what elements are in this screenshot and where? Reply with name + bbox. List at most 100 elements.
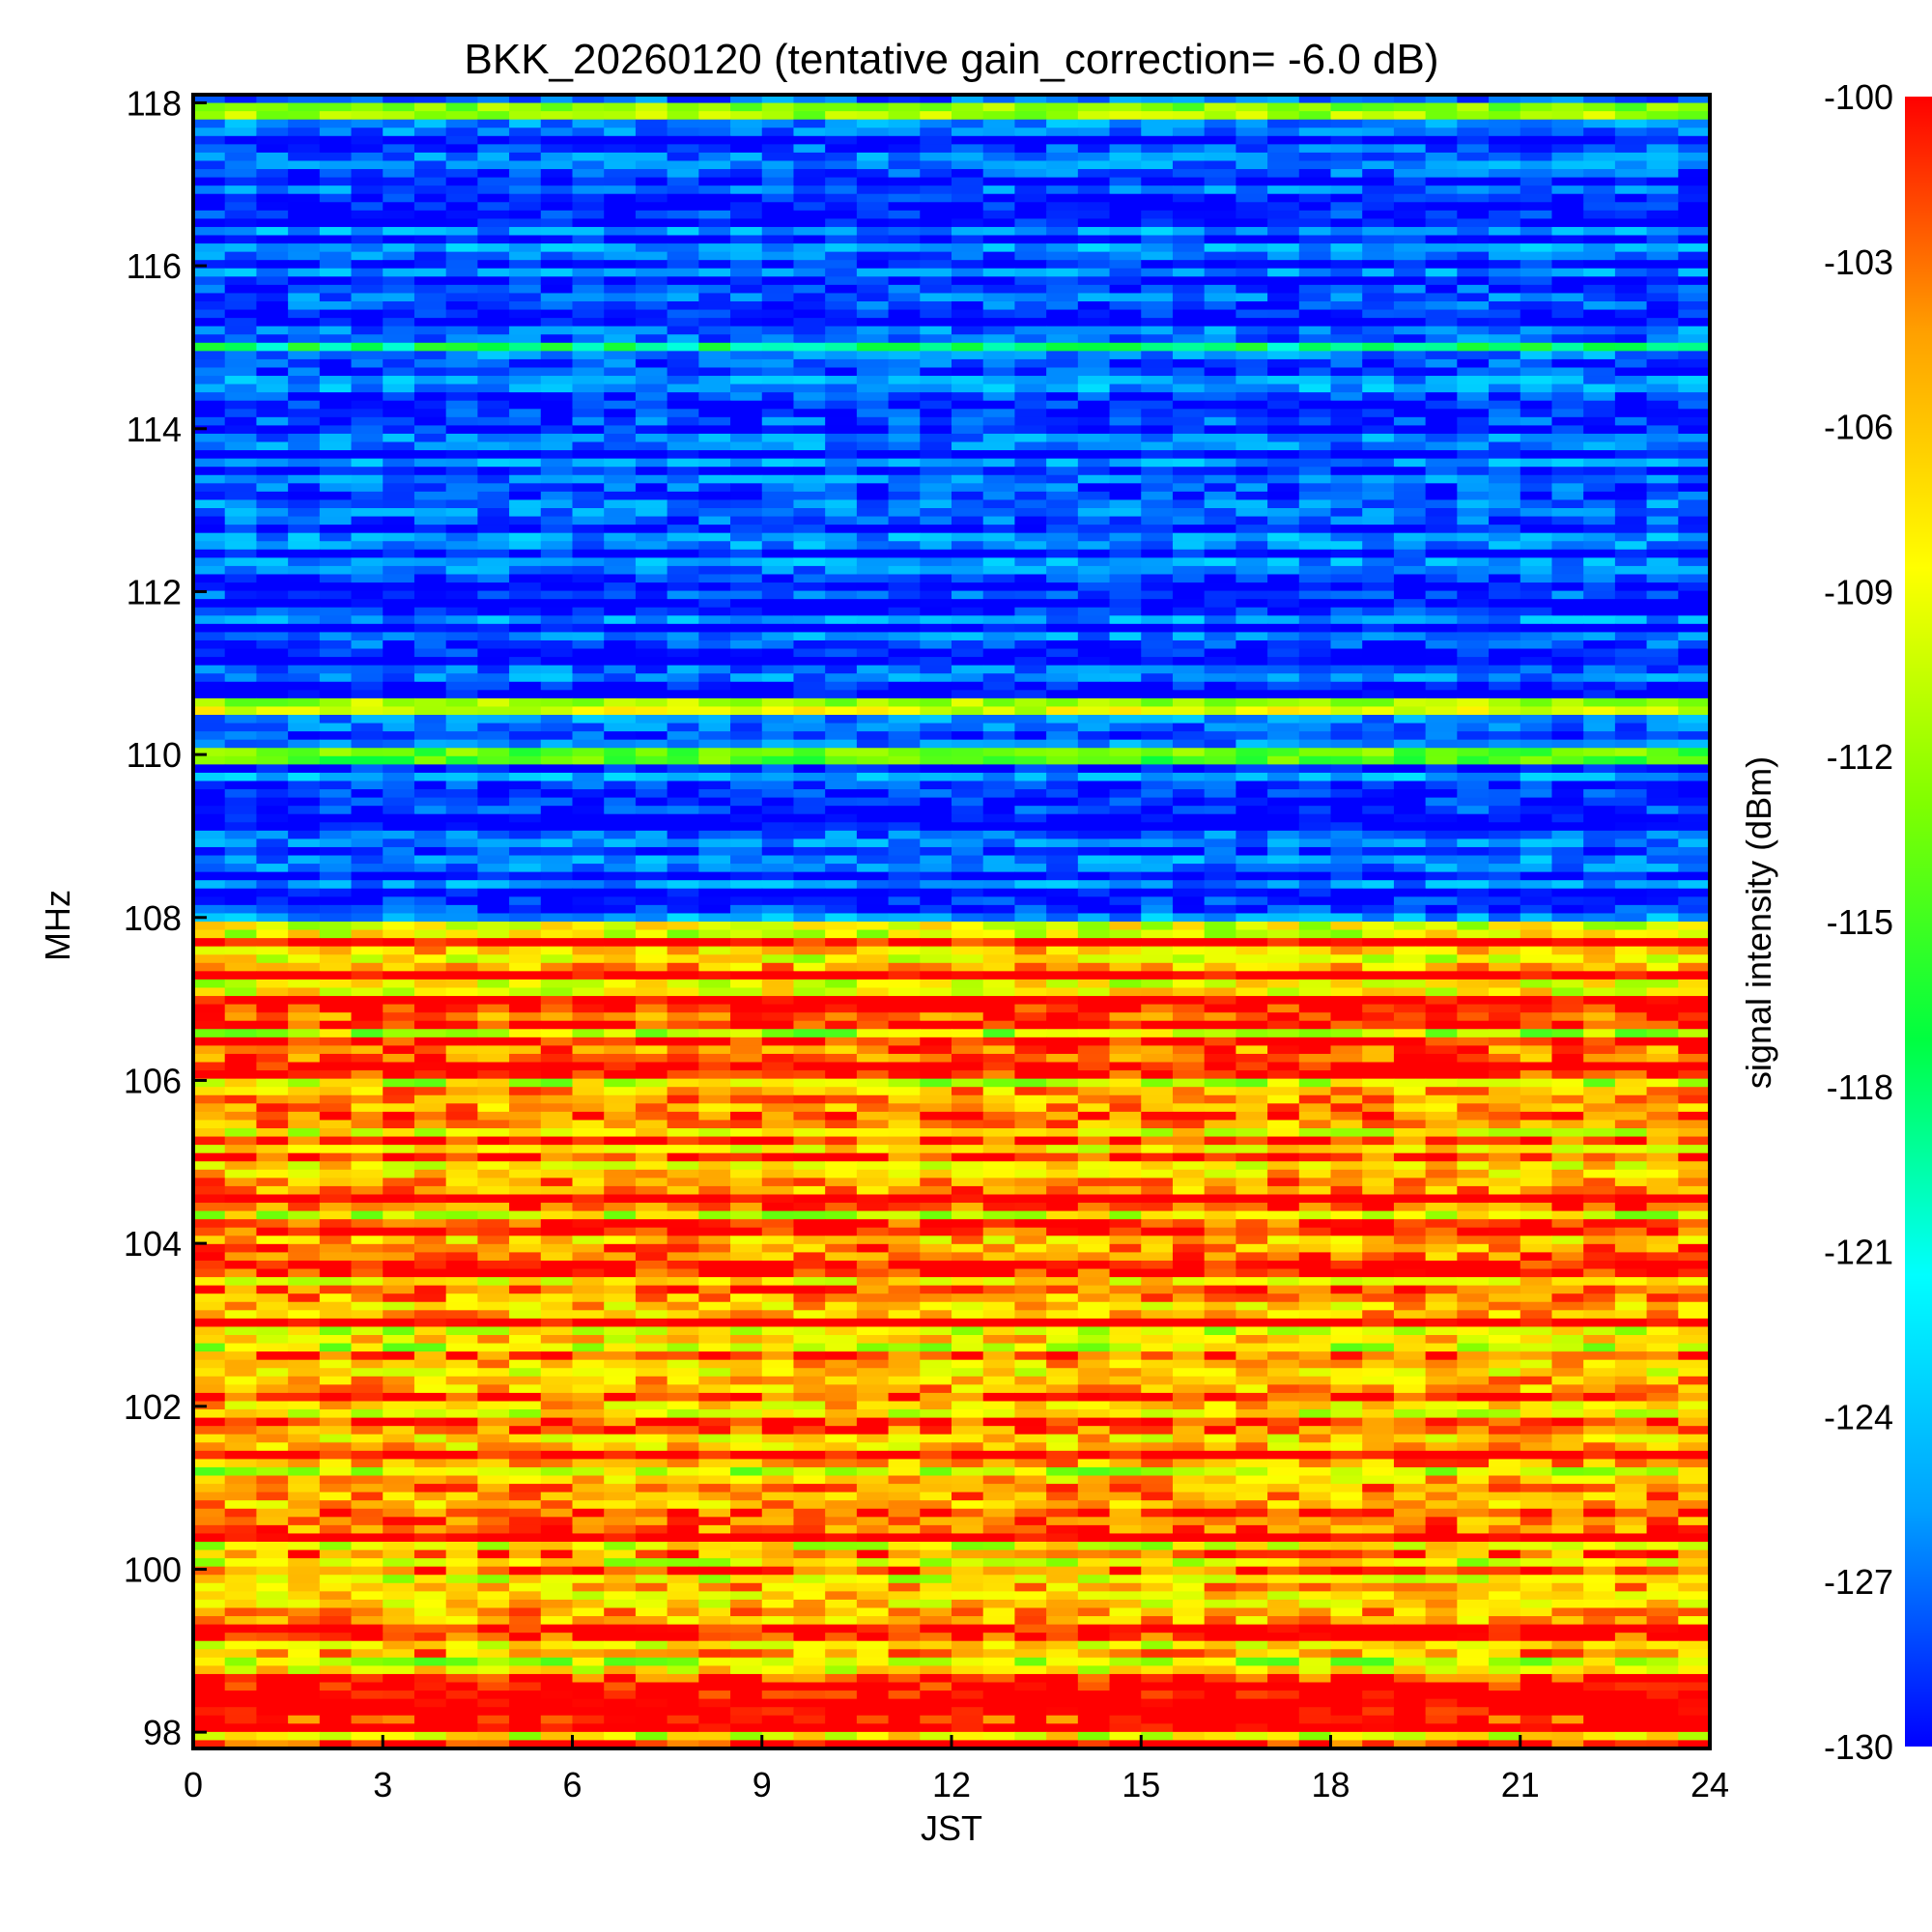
heatmap-cell — [1551, 715, 1584, 724]
heatmap-cell — [477, 639, 510, 650]
heatmap-cell — [383, 772, 415, 782]
heatmap-cell — [635, 690, 668, 699]
heatmap-cell — [761, 532, 795, 542]
heatmap-cell — [1298, 913, 1332, 923]
heatmap-cell — [1393, 416, 1427, 426]
heatmap-cell — [1172, 483, 1206, 493]
heatmap-cell — [1298, 416, 1332, 426]
heatmap-cell — [761, 102, 795, 112]
heatmap-cell — [477, 243, 510, 253]
heatmap-cell — [383, 855, 415, 865]
heatmap-cell — [351, 326, 384, 335]
heatmap-cell — [383, 425, 415, 435]
heatmap-cell — [1204, 152, 1236, 162]
heatmap-cell — [1141, 797, 1174, 807]
heatmap-cell — [888, 458, 921, 468]
heatmap-cell — [319, 177, 353, 186]
heatmap-cell — [1330, 946, 1363, 955]
heatmap-cell — [730, 657, 763, 667]
heatmap-cell — [1236, 243, 1268, 253]
heatmap-cell — [1330, 665, 1363, 674]
heatmap-cell — [1141, 623, 1174, 633]
heatmap-cell — [856, 293, 890, 302]
heatmap-cell — [193, 632, 226, 641]
heatmap-cell — [1204, 144, 1236, 154]
heatmap-cell — [1109, 293, 1142, 302]
heatmap-cell — [604, 797, 637, 807]
heatmap-cell — [572, 342, 605, 352]
heatmap-cell — [1489, 748, 1521, 757]
heatmap-cell — [1551, 565, 1584, 576]
heatmap-cell — [1583, 748, 1616, 757]
heatmap-cell — [920, 764, 952, 774]
heatmap-cell — [1489, 681, 1521, 691]
heatmap-cell — [383, 409, 415, 418]
heatmap-cell — [288, 673, 321, 683]
heatmap-cell — [319, 210, 353, 219]
heatmap-cell — [1520, 813, 1553, 823]
heatmap-cell — [1109, 772, 1142, 782]
heatmap-cell — [383, 871, 415, 881]
heatmap-cell — [1520, 128, 1553, 137]
heatmap-cell — [952, 268, 984, 277]
heatmap-cell — [288, 599, 321, 609]
heatmap-cell — [1141, 896, 1174, 906]
heatmap-cell — [888, 516, 921, 526]
heatmap-cell — [888, 781, 921, 790]
heatmap-cell — [1551, 119, 1584, 128]
heatmap-cell — [540, 516, 574, 526]
heatmap-cell — [920, 152, 952, 162]
heatmap-cell — [1362, 582, 1395, 592]
heatmap-cell — [319, 202, 353, 212]
heatmap-cell — [1520, 764, 1553, 774]
heatmap-cell — [698, 309, 731, 319]
heatmap-cell — [256, 210, 289, 219]
heatmap-cell — [1678, 251, 1711, 261]
heatmap-cell — [1425, 888, 1458, 897]
heatmap-cell — [1014, 260, 1047, 270]
heatmap-cell — [1393, 525, 1427, 534]
heatmap-cell — [288, 855, 321, 865]
heatmap-cell — [730, 888, 763, 897]
heatmap-cell — [730, 111, 763, 121]
heatmap-cell — [635, 557, 668, 567]
heatmap-cell — [793, 855, 826, 865]
heatmap-cell — [982, 864, 1016, 873]
heatmap-cell — [1236, 210, 1268, 219]
heatmap-cell — [288, 929, 321, 939]
heatmap-cell — [982, 731, 1016, 741]
heatmap-cell — [1520, 673, 1553, 683]
heatmap-cell — [1614, 681, 1648, 691]
heatmap-cell — [1330, 913, 1363, 923]
heatmap-cell — [351, 409, 384, 418]
heatmap-cell — [572, 723, 605, 732]
heatmap-cell — [952, 806, 984, 815]
heatmap-cell — [825, 755, 858, 765]
heatmap-cell — [982, 532, 1016, 542]
heatmap-cell — [1077, 871, 1111, 881]
heatmap-cell — [1457, 276, 1490, 286]
heatmap-cell — [793, 739, 826, 749]
heatmap-cell — [383, 202, 415, 212]
heatmap-cell — [319, 748, 353, 757]
heatmap-cell — [1425, 922, 1458, 931]
heatmap-cell — [1489, 450, 1521, 460]
heatmap-cell — [509, 781, 542, 790]
heatmap-cell — [383, 904, 415, 915]
heatmap-cell — [445, 913, 478, 923]
heatmap-cell — [1014, 871, 1047, 881]
heatmap-cell — [1014, 185, 1047, 195]
heatmap-cell — [383, 838, 415, 848]
heatmap-cell — [952, 169, 984, 179]
heatmap-cell — [319, 318, 353, 327]
heatmap-cell — [1489, 632, 1521, 641]
heatmap-cell — [635, 342, 668, 352]
heatmap-cell — [1046, 690, 1079, 699]
heatmap-cell — [1236, 648, 1268, 658]
heatmap-cell — [1298, 648, 1332, 658]
heatmap-cell — [635, 582, 668, 592]
heatmap-cell — [604, 574, 637, 583]
heatmap-cell — [383, 160, 415, 170]
heatmap-cell — [1362, 226, 1395, 237]
heatmap-cell — [1014, 590, 1047, 600]
